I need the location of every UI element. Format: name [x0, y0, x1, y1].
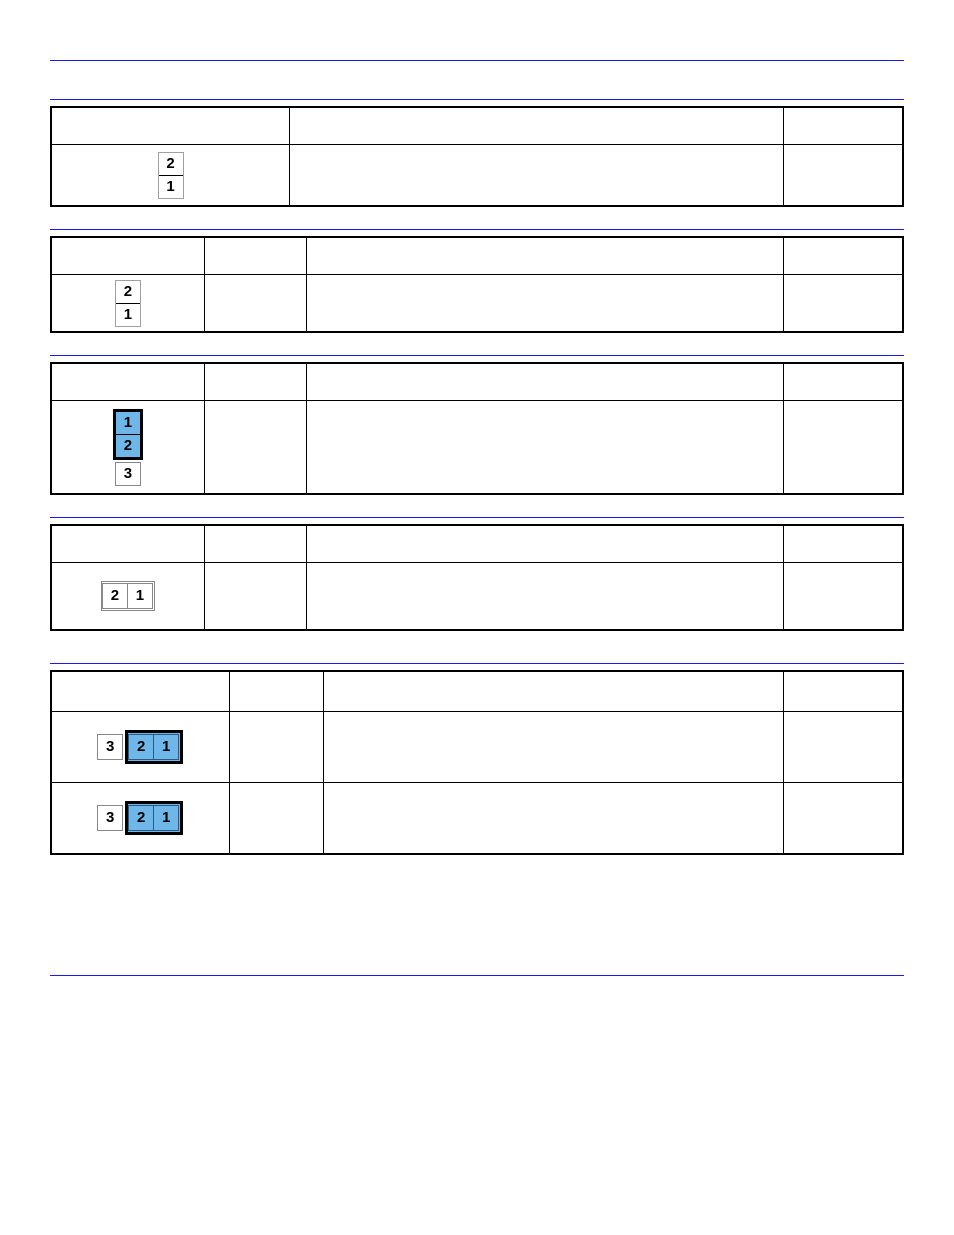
diagram-hrow-group: 3 2 1: [98, 730, 183, 764]
diagram-vstack: 2 1: [115, 280, 141, 327]
diagram-cell: 1: [116, 304, 140, 326]
table-1: 2 1: [50, 106, 904, 207]
diagram-cell: 1: [116, 412, 140, 435]
table-row: 3 2 1: [51, 711, 903, 782]
diagram-cell: 2: [128, 734, 154, 760]
table-row: 2 1: [51, 275, 903, 333]
table-row: [51, 107, 903, 145]
table-row: [51, 237, 903, 275]
diagram-cell: 1: [159, 176, 183, 198]
diagram-hrow-group: 3 2 1: [98, 801, 183, 835]
diagram-cell: 1: [127, 583, 153, 609]
table-4: 2 1: [50, 524, 904, 631]
table-row: 1 2 3: [51, 401, 903, 495]
diagram-hrow: 2 1: [101, 581, 155, 611]
table-row: 2 1: [51, 145, 903, 207]
table-row: [51, 525, 903, 563]
section-rule-4: [50, 517, 904, 518]
diagram-cell: 1: [153, 805, 179, 831]
footer-rule: [50, 975, 904, 976]
section-rule-2: [50, 229, 904, 230]
section-rule-3: [50, 355, 904, 356]
table-row: 3 2 1: [51, 782, 903, 854]
diagram-cell: 2: [116, 281, 140, 304]
section-rule-1: [50, 99, 904, 100]
diagram-vstack-group: 1 2 3: [113, 409, 143, 486]
diagram-cell: 1: [153, 734, 179, 760]
table-2: 2 1: [50, 236, 904, 333]
table-row: [51, 671, 903, 711]
diagram-cell: 3: [97, 805, 123, 831]
diagram-vstack: 2 1: [158, 152, 184, 199]
diagram-cell: 3: [115, 462, 141, 486]
section-rule-5: [50, 663, 904, 664]
diagram-cell: 2: [102, 583, 128, 609]
diagram-cell: 2: [128, 805, 154, 831]
table-row: [51, 363, 903, 401]
table-row: 2 1: [51, 563, 903, 631]
diagram-cell: 2: [159, 153, 183, 176]
table-5: 3 2 1 3 2 1: [50, 670, 904, 855]
diagram-cell: 2: [116, 435, 140, 457]
diagram-cell: 3: [97, 734, 123, 760]
table-3: 1 2 3: [50, 362, 904, 495]
